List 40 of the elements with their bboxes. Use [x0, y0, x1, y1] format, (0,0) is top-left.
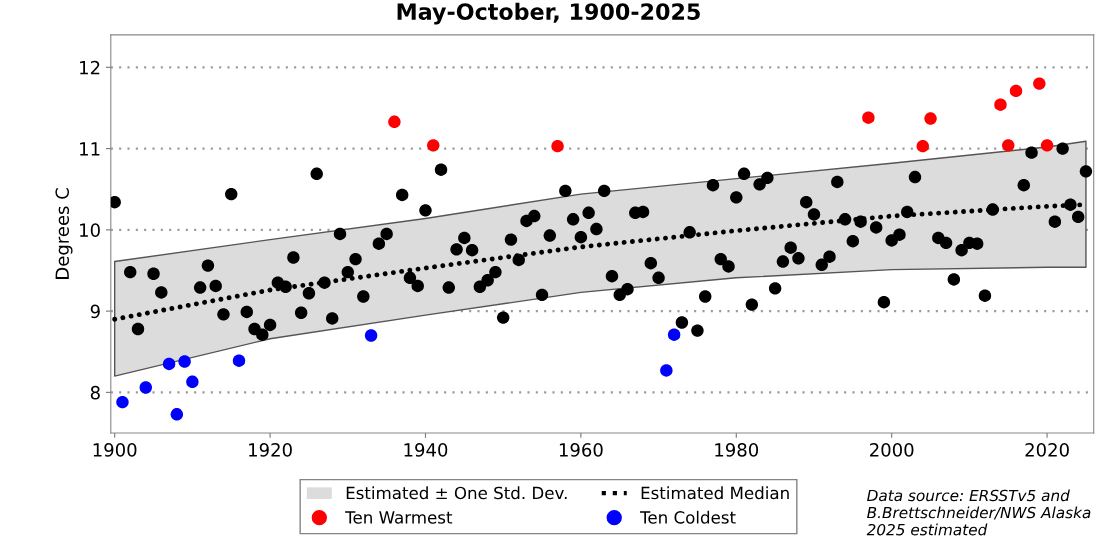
- point: [232, 354, 246, 367]
- point: [364, 329, 378, 342]
- y-tick-label: 12: [80, 60, 100, 75]
- point: [667, 328, 681, 341]
- x-tick-label: 2020: [1025, 443, 1069, 457]
- y-tick-label: 9: [90, 304, 100, 319]
- point: [1040, 139, 1054, 152]
- legend-label: Estimated ± One Std. Dev.: [346, 486, 567, 500]
- point: [924, 112, 937, 125]
- legend-label: Ten Coldest: [640, 510, 736, 524]
- chart-title: May-October, 1900-2025: [397, 2, 700, 25]
- point: [139, 381, 152, 394]
- point: [660, 364, 673, 377]
- y-tick-label: 8: [90, 385, 100, 400]
- point: [116, 395, 129, 409]
- source-note: Data source: ERSSTv5 and B.Brettschneider/NWS Alaska 2025 estimated: [866, 489, 1091, 536]
- point: [162, 357, 176, 371]
- point: [178, 355, 191, 368]
- legend-label: Estimated Median: [641, 486, 789, 500]
- point: [916, 139, 929, 153]
- x-tick-label: 1940: [404, 443, 448, 457]
- y-tick-label: 11: [80, 142, 100, 156]
- point: [170, 408, 184, 421]
- point: [862, 111, 875, 124]
- y-axis-title: Degrees C: [55, 188, 73, 279]
- y-tick-label: 10: [80, 223, 100, 237]
- point: [1033, 77, 1046, 90]
- point: [551, 139, 564, 153]
- point: [1009, 84, 1023, 98]
- x-tick-label: 1920: [249, 443, 292, 457]
- point: [388, 115, 401, 128]
- legend-label: Ten Warmest: [345, 511, 453, 524]
- point: [994, 98, 1007, 111]
- point: [186, 375, 199, 389]
- x-tick-label: 1980: [715, 443, 759, 457]
- x-tick-label: 2000: [870, 443, 914, 457]
- x-tick-label: 1900: [93, 443, 137, 457]
- point: [427, 139, 440, 152]
- x-tick-label: 1960: [559, 443, 603, 457]
- point: [1002, 139, 1015, 152]
